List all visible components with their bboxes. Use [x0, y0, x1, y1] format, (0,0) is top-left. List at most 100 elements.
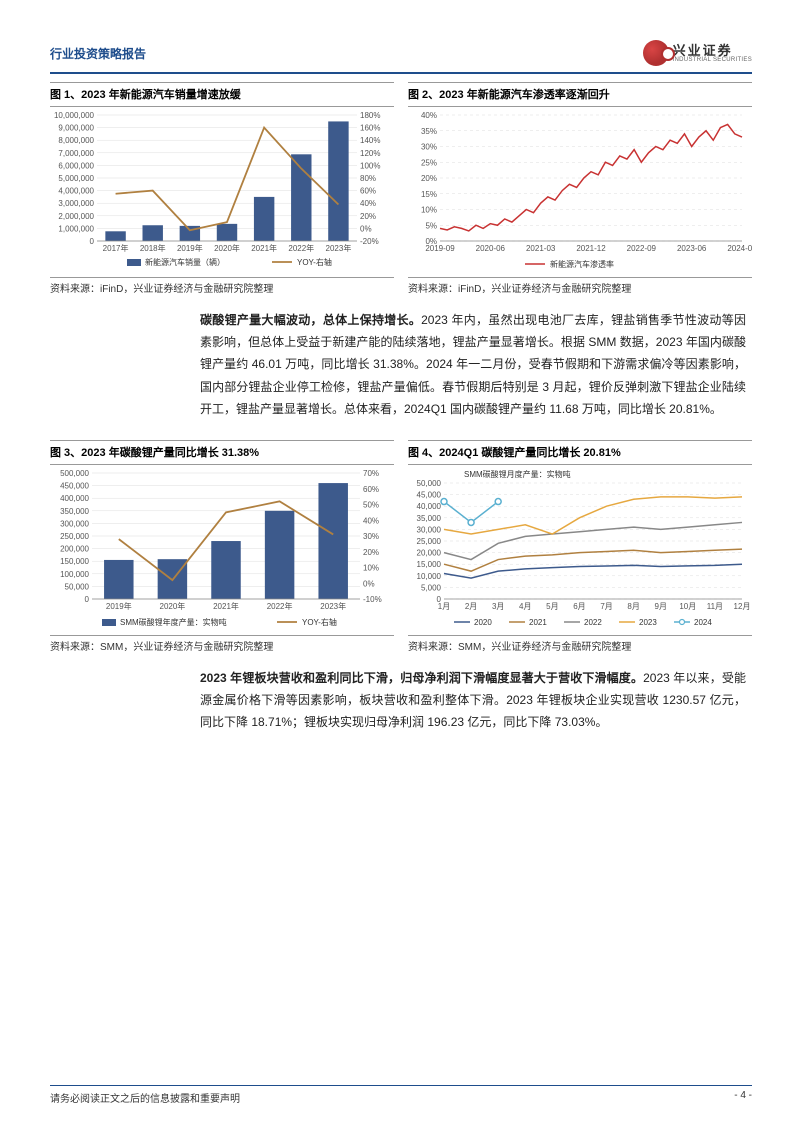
svg-text:50%: 50%: [363, 500, 379, 509]
svg-text:9,000,000: 9,000,000: [58, 124, 94, 133]
para1-text: 2023 年内，虽然出现电池厂去库，锂盐销售季节性波动等因素影响，但总体上受益于…: [200, 313, 746, 416]
svg-text:2019年: 2019年: [106, 601, 132, 611]
svg-text:350,000: 350,000: [60, 507, 89, 516]
svg-text:2023年: 2023年: [326, 243, 352, 253]
svg-text:40%: 40%: [360, 199, 376, 208]
svg-text:400,000: 400,000: [60, 494, 89, 503]
svg-text:2022: 2022: [584, 618, 602, 627]
svg-text:20%: 20%: [421, 174, 437, 183]
svg-text:8月: 8月: [627, 602, 639, 611]
svg-text:45,000: 45,000: [417, 491, 442, 500]
svg-text:100,000: 100,000: [60, 570, 89, 579]
svg-text:5月: 5月: [546, 602, 558, 611]
svg-text:200,000: 200,000: [60, 545, 89, 554]
svg-text:11月: 11月: [707, 602, 723, 611]
svg-text:9月: 9月: [655, 602, 667, 611]
svg-text:0%: 0%: [360, 224, 372, 233]
svg-text:2023: 2023: [639, 618, 657, 627]
svg-text:2021-12: 2021-12: [576, 244, 606, 253]
figure-row-2: 图 3、2023 年碳酸锂产量同比增长 31.38% 050,000100,00…: [50, 440, 752, 653]
svg-text:10%: 10%: [363, 563, 379, 572]
svg-text:2023-06: 2023-06: [677, 244, 707, 253]
svg-text:2021: 2021: [529, 618, 547, 627]
svg-text:新能源汽车渗透率: 新能源汽车渗透率: [550, 259, 614, 269]
svg-text:15%: 15%: [421, 190, 437, 199]
svg-text:0: 0: [90, 237, 95, 246]
paragraph-2: 2023 年锂板块营收和盈利同比下滑，归母净利润下滑幅度显著大于营收下滑幅度。2…: [50, 653, 752, 746]
svg-text:50,000: 50,000: [417, 479, 442, 488]
svg-text:35,000: 35,000: [417, 514, 442, 523]
svg-text:4月: 4月: [519, 602, 531, 611]
svg-text:500,000: 500,000: [60, 469, 89, 478]
svg-text:-10%: -10%: [363, 595, 382, 604]
svg-text:SMM碳酸锂月度产量：实物吨: SMM碳酸锂月度产量：实物吨: [464, 469, 571, 479]
svg-text:25,000: 25,000: [417, 537, 442, 546]
svg-text:新能源汽车销量（辆）: 新能源汽车销量（辆）: [145, 257, 225, 267]
svg-text:30%: 30%: [421, 143, 437, 152]
svg-text:35%: 35%: [421, 127, 437, 136]
svg-text:12月: 12月: [734, 602, 751, 611]
fig2-chart: 0%5%10%15%20%25%30%35%40%2019-092020-062…: [408, 107, 752, 277]
svg-text:5%: 5%: [425, 221, 437, 230]
fig1-title: 图 1、2023 年新能源汽车销量增速放缓: [50, 83, 394, 107]
svg-text:10月: 10月: [679, 602, 696, 611]
svg-text:10,000,000: 10,000,000: [54, 111, 95, 120]
svg-text:7月: 7月: [600, 602, 612, 611]
svg-text:8,000,000: 8,000,000: [58, 136, 94, 145]
fig4-chart: SMM碳酸锂月度产量：实物吨05,00010,00015,00020,00025…: [408, 465, 752, 635]
svg-text:2021年: 2021年: [251, 243, 277, 253]
svg-text:40,000: 40,000: [417, 502, 442, 511]
figure-1: 图 1、2023 年新能源汽车销量增速放缓 01,000,0002,000,00…: [50, 82, 394, 295]
svg-text:2023年: 2023年: [320, 601, 346, 611]
svg-text:20%: 20%: [363, 548, 379, 557]
svg-text:30%: 30%: [363, 532, 379, 541]
logo-en: INDUSTRIAL SECURITIES: [673, 57, 752, 63]
svg-text:30,000: 30,000: [417, 525, 442, 534]
figure-4: 图 4、2024Q1 碳酸锂产量同比增长 20.81% SMM碳酸锂月度产量：实…: [408, 440, 752, 653]
fig1-source: 资料来源：iFinD，兴业证券经济与金融研究院整理: [50, 277, 394, 295]
svg-text:2月: 2月: [465, 602, 477, 611]
svg-text:YOY-右轴: YOY-右轴: [297, 257, 332, 267]
svg-text:20%: 20%: [360, 212, 376, 221]
svg-text:6月: 6月: [573, 602, 585, 611]
svg-text:15,000: 15,000: [417, 560, 442, 569]
figure-row-1: 图 1、2023 年新能源汽车销量增速放缓 01,000,0002,000,00…: [50, 82, 752, 295]
logo-icon: [643, 40, 669, 66]
svg-text:SMM碳酸锂年度产量：实物吨: SMM碳酸锂年度产量：实物吨: [120, 617, 227, 627]
fig4-source: 资料来源：SMM，兴业证券经济与金融研究院整理: [408, 635, 752, 653]
svg-text:5,000,000: 5,000,000: [58, 174, 94, 183]
svg-text:2020-06: 2020-06: [476, 244, 506, 253]
svg-text:4,000,000: 4,000,000: [58, 187, 94, 196]
svg-text:140%: 140%: [360, 136, 380, 145]
svg-text:5,000: 5,000: [421, 583, 442, 592]
svg-text:2022-09: 2022-09: [627, 244, 657, 253]
svg-text:2017年: 2017年: [103, 243, 129, 253]
page-header: 行业投资策略报告 兴业证券 INDUSTRIAL SECURITIES: [50, 40, 752, 74]
para2-lead: 2023 年锂板块营收和盈利同比下滑，归母净利润下滑幅度显著大于营收下滑幅度。: [200, 671, 643, 685]
svg-text:2019年: 2019年: [177, 243, 203, 253]
svg-text:YOY-右轴: YOY-右轴: [302, 617, 337, 627]
svg-text:2022年: 2022年: [267, 601, 293, 611]
svg-text:2024: 2024: [694, 618, 712, 627]
para1-lead: 碳酸锂产量大幅波动，总体上保持增长。: [200, 313, 421, 327]
svg-text:180%: 180%: [360, 111, 380, 120]
svg-text:25%: 25%: [421, 158, 437, 167]
svg-text:100%: 100%: [360, 161, 380, 170]
svg-text:10,000: 10,000: [417, 572, 442, 581]
figure-2: 图 2、2023 年新能源汽车渗透率逐渐回升 0%5%10%15%20%25%3…: [408, 82, 752, 295]
svg-text:0%: 0%: [363, 579, 375, 588]
svg-text:250,000: 250,000: [60, 532, 89, 541]
svg-text:0: 0: [85, 595, 90, 604]
svg-text:40%: 40%: [421, 111, 437, 120]
svg-text:450,000: 450,000: [60, 482, 89, 491]
page-number: - 4 -: [734, 1090, 752, 1105]
svg-text:80%: 80%: [360, 174, 376, 183]
paragraph-1: 碳酸锂产量大幅波动，总体上保持增长。2023 年内，虽然出现电池厂去库，锂盐销售…: [50, 295, 752, 432]
svg-text:300,000: 300,000: [60, 519, 89, 528]
fig2-source: 资料来源：iFinD，兴业证券经济与金融研究院整理: [408, 277, 752, 295]
report-type: 行业投资策略报告: [50, 45, 146, 62]
svg-text:1,000,000: 1,000,000: [58, 224, 94, 233]
svg-text:120%: 120%: [360, 149, 380, 158]
logo-cn: 兴业证券: [673, 44, 752, 57]
svg-text:2024-03: 2024-03: [727, 244, 752, 253]
